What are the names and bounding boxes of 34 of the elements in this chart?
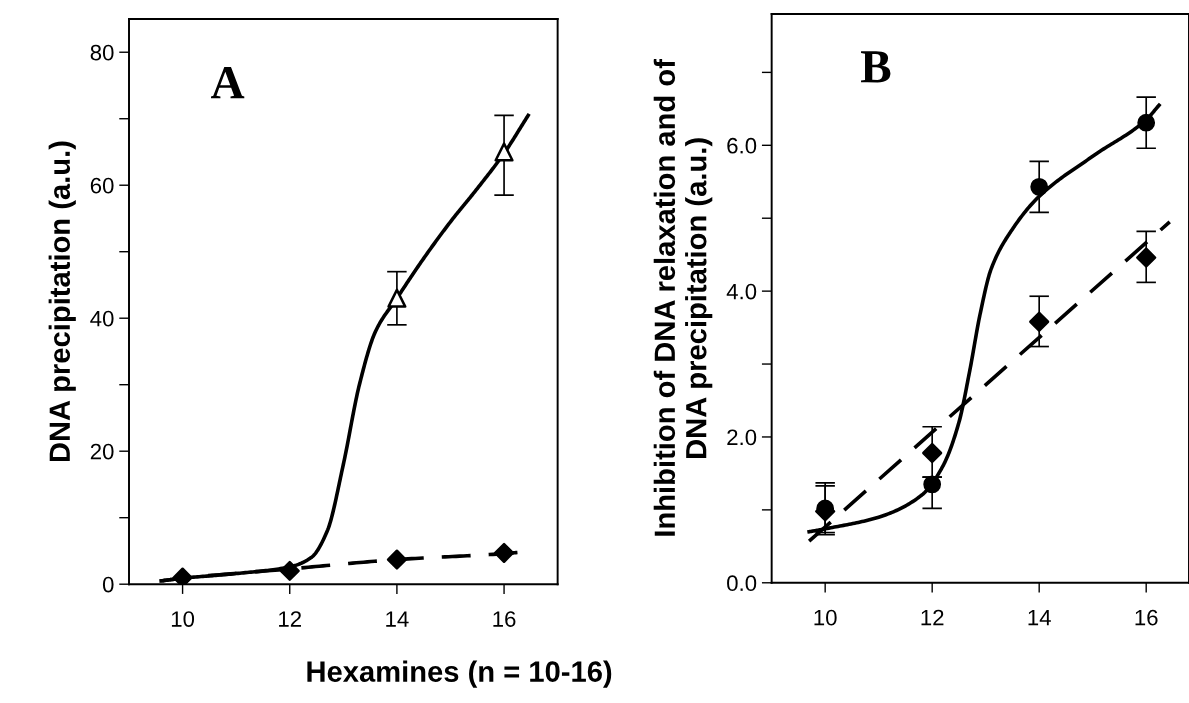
x-tick-label: 12: [279, 611, 301, 627]
x-tick-label: 14: [386, 611, 409, 627]
x-tick-label: 16: [1135, 609, 1158, 626]
y-tick-label: 40: [90, 310, 114, 327]
point: [1029, 311, 1050, 332]
point: [923, 475, 942, 494]
y-tick-label: 0: [102, 576, 114, 593]
x-axis-title: Hexamines (n = 10-16): [307, 660, 612, 688]
point: [386, 549, 407, 570]
y-tick-label: 60: [90, 177, 114, 194]
x-tick-label: 12: [921, 609, 944, 626]
y-tick-label: 80: [90, 44, 114, 61]
point: [1136, 247, 1157, 268]
x-tick-label: 10: [171, 611, 195, 627]
point: [1137, 113, 1156, 132]
x-tick-label: 14: [1028, 609, 1051, 626]
y-axis-title: Inhibition of DNA relaxation and of DNA precipitation (a.u.): [653, 59, 713, 536]
y-tick-label: 6.0: [727, 137, 757, 154]
point: [922, 442, 943, 464]
point: [279, 560, 300, 581]
y-tick-label: 4.0: [726, 283, 757, 300]
x-tick-label: 16: [493, 611, 516, 627]
point: [493, 542, 515, 564]
point: [1030, 177, 1049, 196]
point: [387, 288, 407, 308]
x-tick-label: 10: [814, 609, 837, 626]
text: B: [861, 51, 891, 83]
text: A: [211, 66, 245, 99]
point: [494, 142, 514, 162]
y-tick-label: 0.0: [727, 575, 757, 592]
point: [172, 567, 193, 585]
y-tick-label: 20: [90, 443, 114, 460]
y-axis-title: DNA precipitation (a.u.): [48, 141, 76, 462]
y-tick-label: 2.0: [727, 429, 757, 446]
